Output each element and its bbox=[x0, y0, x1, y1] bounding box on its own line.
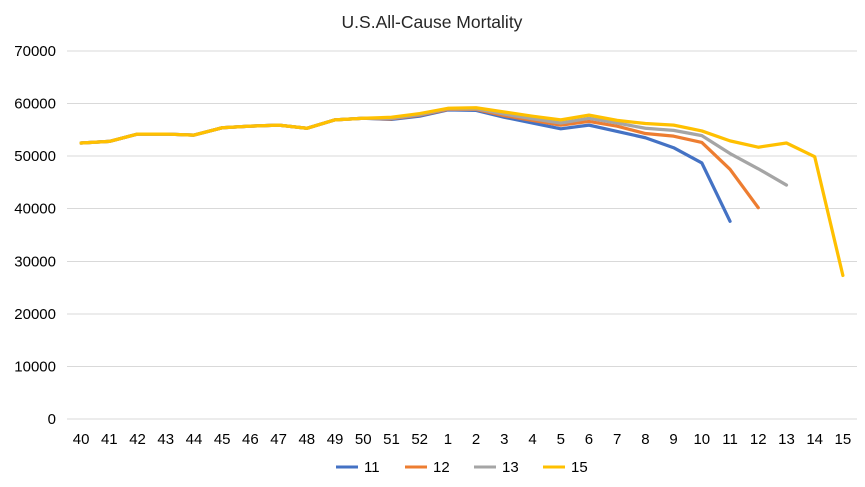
x-axis-tick-label: 7 bbox=[613, 431, 621, 448]
x-axis-tick-label: 14 bbox=[806, 431, 823, 448]
legend-item-12: 12 bbox=[405, 459, 450, 476]
x-axis-tick-label: 44 bbox=[186, 431, 203, 448]
x-axis-tick-label: 45 bbox=[214, 431, 231, 448]
x-axis-labels-group: 40 41 42 43 44 45 46 47 48 49 50 51 52 1 2 3 4 5 6 7 8 9 10 11 1… bbox=[73, 431, 851, 448]
x-axis-tick-label: 47 bbox=[270, 431, 287, 448]
legend-item-15: 15 bbox=[543, 459, 588, 476]
legend-label: 12 bbox=[433, 459, 450, 476]
y-axis-tick-label: 70000 bbox=[14, 43, 56, 60]
x-axis-tick-label: 43 bbox=[157, 431, 174, 448]
series-line-13 bbox=[79, 107, 789, 187]
x-axis-tick-label: 15 bbox=[835, 431, 852, 448]
x-axis-tick-label: 49 bbox=[327, 431, 344, 448]
x-axis-tick-label: 41 bbox=[101, 431, 118, 448]
series-line-15 bbox=[79, 106, 845, 278]
x-axis-tick-label: 3 bbox=[500, 431, 508, 448]
x-axis-tick-label: 46 bbox=[242, 431, 259, 448]
x-axis-tick-label: 6 bbox=[585, 431, 593, 448]
x-axis-tick-label: 5 bbox=[557, 431, 565, 448]
y-axis-tick-label: 10000 bbox=[14, 358, 56, 375]
legend-label: 15 bbox=[571, 459, 588, 476]
x-axis-tick-label: 4 bbox=[528, 431, 536, 448]
y-axis-tick-label: 40000 bbox=[14, 201, 56, 218]
x-axis-tick-label: 9 bbox=[669, 431, 677, 448]
legend-item-11: 11 bbox=[336, 459, 380, 476]
y-axis-tick-label: 50000 bbox=[14, 148, 56, 165]
y-axis-tick-label: 20000 bbox=[14, 306, 56, 323]
x-axis-tick-label: 1 bbox=[444, 431, 452, 448]
x-axis-tick-label: 50 bbox=[355, 431, 372, 448]
x-axis-tick-label: 8 bbox=[641, 431, 649, 448]
y-axis-labels-group: 0 10000 20000 30000 40000 50000 60000 70000 bbox=[14, 43, 56, 428]
legend-item-13: 13 bbox=[474, 459, 519, 476]
x-axis-tick-label: 51 bbox=[383, 431, 400, 448]
legend-label: 13 bbox=[502, 459, 519, 476]
x-axis-tick-label: 40 bbox=[73, 431, 90, 448]
x-axis-tick-label: 48 bbox=[298, 431, 315, 448]
x-axis-tick-label: 52 bbox=[411, 431, 428, 448]
x-axis-tick-label: 2 bbox=[472, 431, 480, 448]
y-axis-tick-label: 0 bbox=[48, 411, 56, 428]
x-axis-tick-label: 13 bbox=[778, 431, 795, 448]
legend-label: 11 bbox=[364, 459, 380, 476]
y-axis-tick-label: 30000 bbox=[14, 253, 56, 270]
x-axis-tick-label: 10 bbox=[693, 431, 710, 448]
chart-title: U.S.All-Cause Mortality bbox=[342, 12, 523, 32]
x-axis-tick-label: 42 bbox=[129, 431, 146, 448]
series-lines-group bbox=[79, 106, 845, 278]
y-axis-tick-label: 60000 bbox=[14, 96, 56, 113]
x-axis-tick-label: 11 bbox=[722, 431, 738, 448]
legend: 11 12 13 15 bbox=[336, 459, 588, 476]
gridlines-group bbox=[67, 50, 857, 420]
x-axis-tick-label: 12 bbox=[750, 431, 767, 448]
